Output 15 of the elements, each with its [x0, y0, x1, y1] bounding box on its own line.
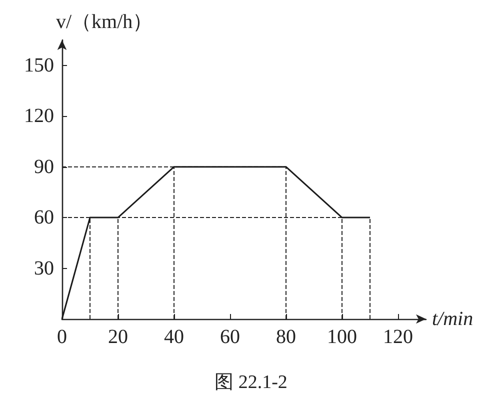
y-axis-title: v/（km/h） [56, 11, 153, 33]
y-tick-label: 30 [34, 257, 54, 280]
caption: 图 22.1-2 [214, 372, 288, 393]
y-tick-label: 90 [34, 156, 54, 178]
x-tick-label: 40 [164, 326, 184, 348]
y-tick-label: 60 [34, 206, 54, 229]
x-tick-label: 20 [108, 326, 128, 348]
x-tick-label: 80 [276, 326, 296, 348]
x-tick-label: 60 [220, 326, 240, 348]
x-tick-label: 120 [383, 326, 413, 348]
y-tick-label: 120 [24, 105, 54, 128]
x-tick-label: 0 [57, 326, 67, 348]
x-tick-label: 100 [327, 326, 357, 348]
y-tick-label: 150 [24, 54, 54, 76]
x-axis-title: t/min [432, 308, 474, 330]
